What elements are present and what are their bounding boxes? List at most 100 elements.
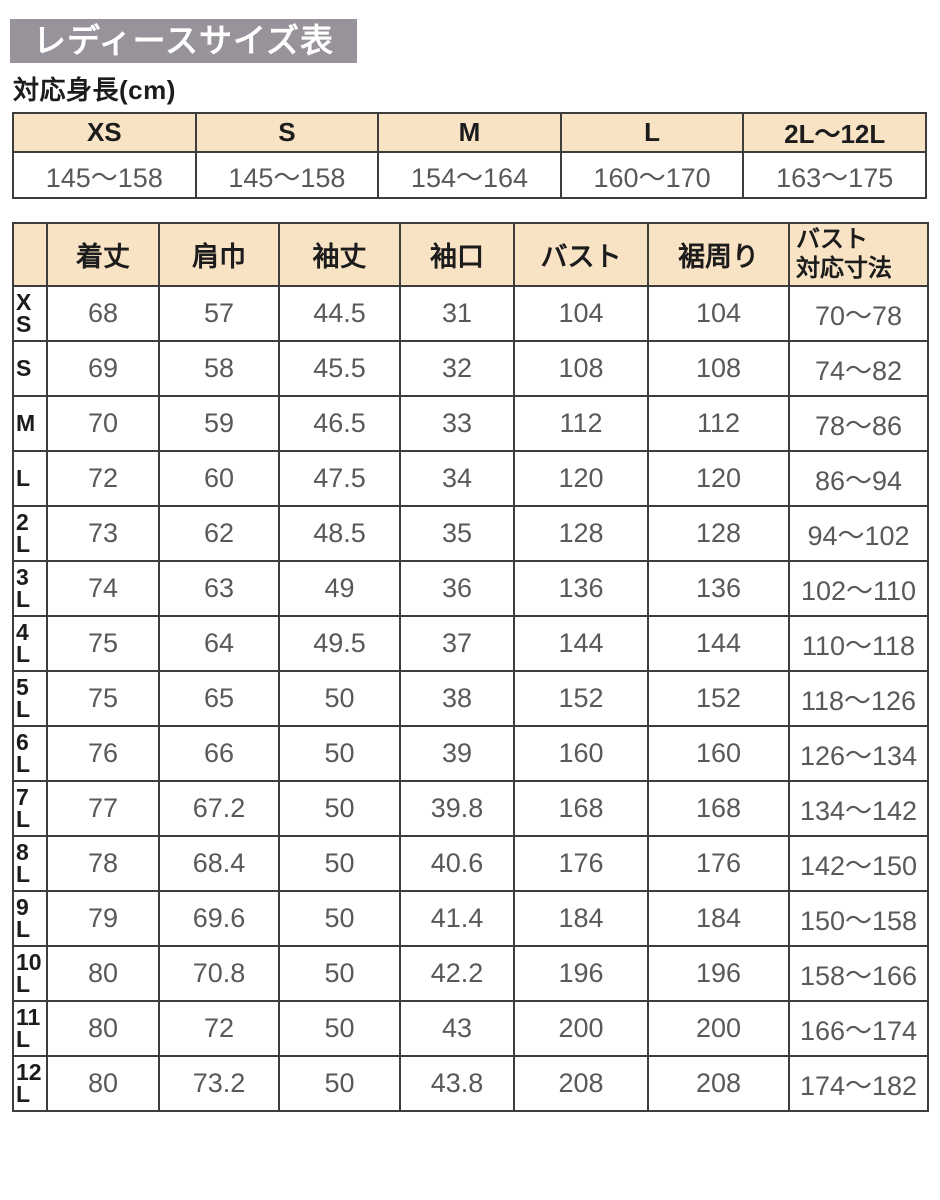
size-value-cell: 48.5 bbox=[278, 505, 401, 562]
size-value-cell: 50 bbox=[278, 835, 401, 892]
size-value-cell: 208 bbox=[647, 1055, 790, 1112]
size-table-row: 6 L 76 66 50 39 160 160 126～134 bbox=[12, 725, 929, 782]
height-value-cell: 154～164 bbox=[377, 151, 562, 199]
size-table-row: 9 L 79 69.6 50 41.4 184 184 150～158 bbox=[12, 890, 929, 947]
size-value-cell: 184 bbox=[647, 890, 790, 947]
size-value-cell: 136 bbox=[513, 560, 649, 617]
size-value-cell: 200 bbox=[513, 1000, 649, 1057]
size-value-cell: 39 bbox=[399, 725, 515, 782]
height-table-header-row: XS S M L 2L～12L bbox=[12, 112, 927, 153]
height-table-value-row: 145～158 145～158 154～164 160～170 163～175 bbox=[12, 151, 927, 199]
size-value-cell: 196 bbox=[647, 945, 790, 1002]
size-value-cell: 73 bbox=[46, 505, 160, 562]
height-col-header: XS bbox=[12, 112, 197, 153]
size-value-cell: 108 bbox=[513, 340, 649, 397]
size-value-cell: 50 bbox=[278, 780, 401, 837]
size-col-header: 袖口 bbox=[399, 222, 515, 287]
size-value-cell: 77 bbox=[46, 780, 160, 837]
size-table-row: 12 L 80 73.2 50 43.8 208 208 174～182 bbox=[12, 1055, 929, 1112]
size-value-cell: 43 bbox=[399, 1000, 515, 1057]
size-value-cell: 80 bbox=[46, 945, 160, 1002]
size-row-label: 3 L bbox=[12, 560, 48, 617]
size-value-cell: 80 bbox=[46, 1000, 160, 1057]
size-value-cell: 176 bbox=[647, 835, 790, 892]
size-value-cell: 64 bbox=[158, 615, 280, 672]
size-value-cell: 128 bbox=[513, 505, 649, 562]
size-value-cell: 158～166 bbox=[788, 945, 929, 1002]
size-table-row: S 69 58 45.5 32 108 108 74～82 bbox=[12, 340, 929, 397]
size-value-cell: 75 bbox=[46, 615, 160, 672]
size-value-cell: 184 bbox=[513, 890, 649, 947]
size-row-label: 5 L bbox=[12, 670, 48, 727]
size-value-cell: 112 bbox=[513, 395, 649, 452]
size-value-cell: 70 bbox=[46, 395, 160, 452]
height-col-header: S bbox=[194, 112, 380, 153]
size-value-cell: 47.5 bbox=[278, 450, 401, 507]
size-corner-header bbox=[12, 222, 48, 287]
size-value-cell: 63 bbox=[158, 560, 280, 617]
size-row-label: 12 L bbox=[12, 1055, 48, 1112]
height-value-cell: 163～175 bbox=[742, 151, 927, 199]
size-value-cell: 74～82 bbox=[788, 340, 929, 397]
size-col-header: 裾周り bbox=[647, 222, 790, 287]
size-table-row: 2 L 73 62 48.5 35 128 128 94～102 bbox=[12, 505, 929, 562]
size-value-cell: 144 bbox=[647, 615, 790, 672]
size-value-cell: 120 bbox=[513, 450, 649, 507]
size-value-cell: 67.2 bbox=[158, 780, 280, 837]
size-value-cell: 80 bbox=[46, 1055, 160, 1112]
size-value-cell: 32 bbox=[399, 340, 515, 397]
size-col-header: 着丈 bbox=[46, 222, 160, 287]
size-value-cell: 102～110 bbox=[788, 560, 929, 617]
size-value-cell: 69.6 bbox=[158, 890, 280, 947]
size-value-cell: 94～102 bbox=[788, 505, 929, 562]
size-table-row: 4 L 75 64 49.5 37 144 144 110～118 bbox=[12, 615, 929, 672]
size-value-cell: 120 bbox=[647, 450, 790, 507]
size-value-cell: 152 bbox=[647, 670, 790, 727]
size-row-label: 10 L bbox=[12, 945, 48, 1002]
size-value-cell: 118～126 bbox=[788, 670, 929, 727]
size-value-cell: 50 bbox=[278, 945, 401, 1002]
size-value-cell: 35 bbox=[399, 505, 515, 562]
size-value-cell: 160 bbox=[647, 725, 790, 782]
size-value-cell: 79 bbox=[46, 890, 160, 947]
size-value-cell: 50 bbox=[278, 725, 401, 782]
size-value-cell: 168 bbox=[513, 780, 649, 837]
size-value-cell: 70～78 bbox=[788, 285, 929, 342]
size-value-cell: 110～118 bbox=[788, 615, 929, 672]
size-value-cell: 49 bbox=[278, 560, 401, 617]
size-row-label: M bbox=[12, 395, 48, 452]
size-value-cell: 72 bbox=[46, 450, 160, 507]
size-value-cell: 174～182 bbox=[788, 1055, 929, 1112]
size-table-body: X S 68 57 44.5 31 104 104 70～78 S 69 58 45.5 32 108 10… bbox=[12, 285, 929, 1112]
page-title: レディースサイズ表 bbox=[10, 19, 357, 63]
size-value-cell: 31 bbox=[399, 285, 515, 342]
size-value-cell: 42.2 bbox=[399, 945, 515, 1002]
height-value-cell: 160～170 bbox=[559, 151, 745, 199]
size-value-cell: 60 bbox=[158, 450, 280, 507]
size-value-cell: 152 bbox=[513, 670, 649, 727]
size-value-cell: 38 bbox=[399, 670, 515, 727]
size-value-cell: 196 bbox=[513, 945, 649, 1002]
size-value-cell: 57 bbox=[158, 285, 280, 342]
size-value-cell: 58 bbox=[158, 340, 280, 397]
size-table-row: L 72 60 47.5 34 120 120 86～94 bbox=[12, 450, 929, 507]
size-value-cell: 72 bbox=[158, 1000, 280, 1057]
size-row-label: S bbox=[12, 340, 48, 397]
size-value-cell: 112 bbox=[647, 395, 790, 452]
size-value-cell: 37 bbox=[399, 615, 515, 672]
size-table-row: 5 L 75 65 50 38 152 152 118～126 bbox=[12, 670, 929, 727]
size-value-cell: 50 bbox=[278, 1055, 401, 1112]
size-value-cell: 76 bbox=[46, 725, 160, 782]
size-row-label: 2 L bbox=[12, 505, 48, 562]
size-value-cell: 108 bbox=[647, 340, 790, 397]
size-value-cell: 62 bbox=[158, 505, 280, 562]
size-table-row: 8 L 78 68.4 50 40.6 176 176 142～150 bbox=[12, 835, 929, 892]
size-table-row: 11 L 80 72 50 43 200 200 166～174 bbox=[12, 1000, 929, 1057]
height-table-heading: 対応身長(cm) bbox=[13, 75, 176, 105]
size-value-cell: 40.6 bbox=[399, 835, 515, 892]
size-value-cell: 68.4 bbox=[158, 835, 280, 892]
size-value-cell: 34 bbox=[399, 450, 515, 507]
size-value-cell: 44.5 bbox=[278, 285, 401, 342]
size-table-row: 10 L 80 70.8 50 42.2 196 196 158～166 bbox=[12, 945, 929, 1002]
size-value-cell: 50 bbox=[278, 890, 401, 947]
